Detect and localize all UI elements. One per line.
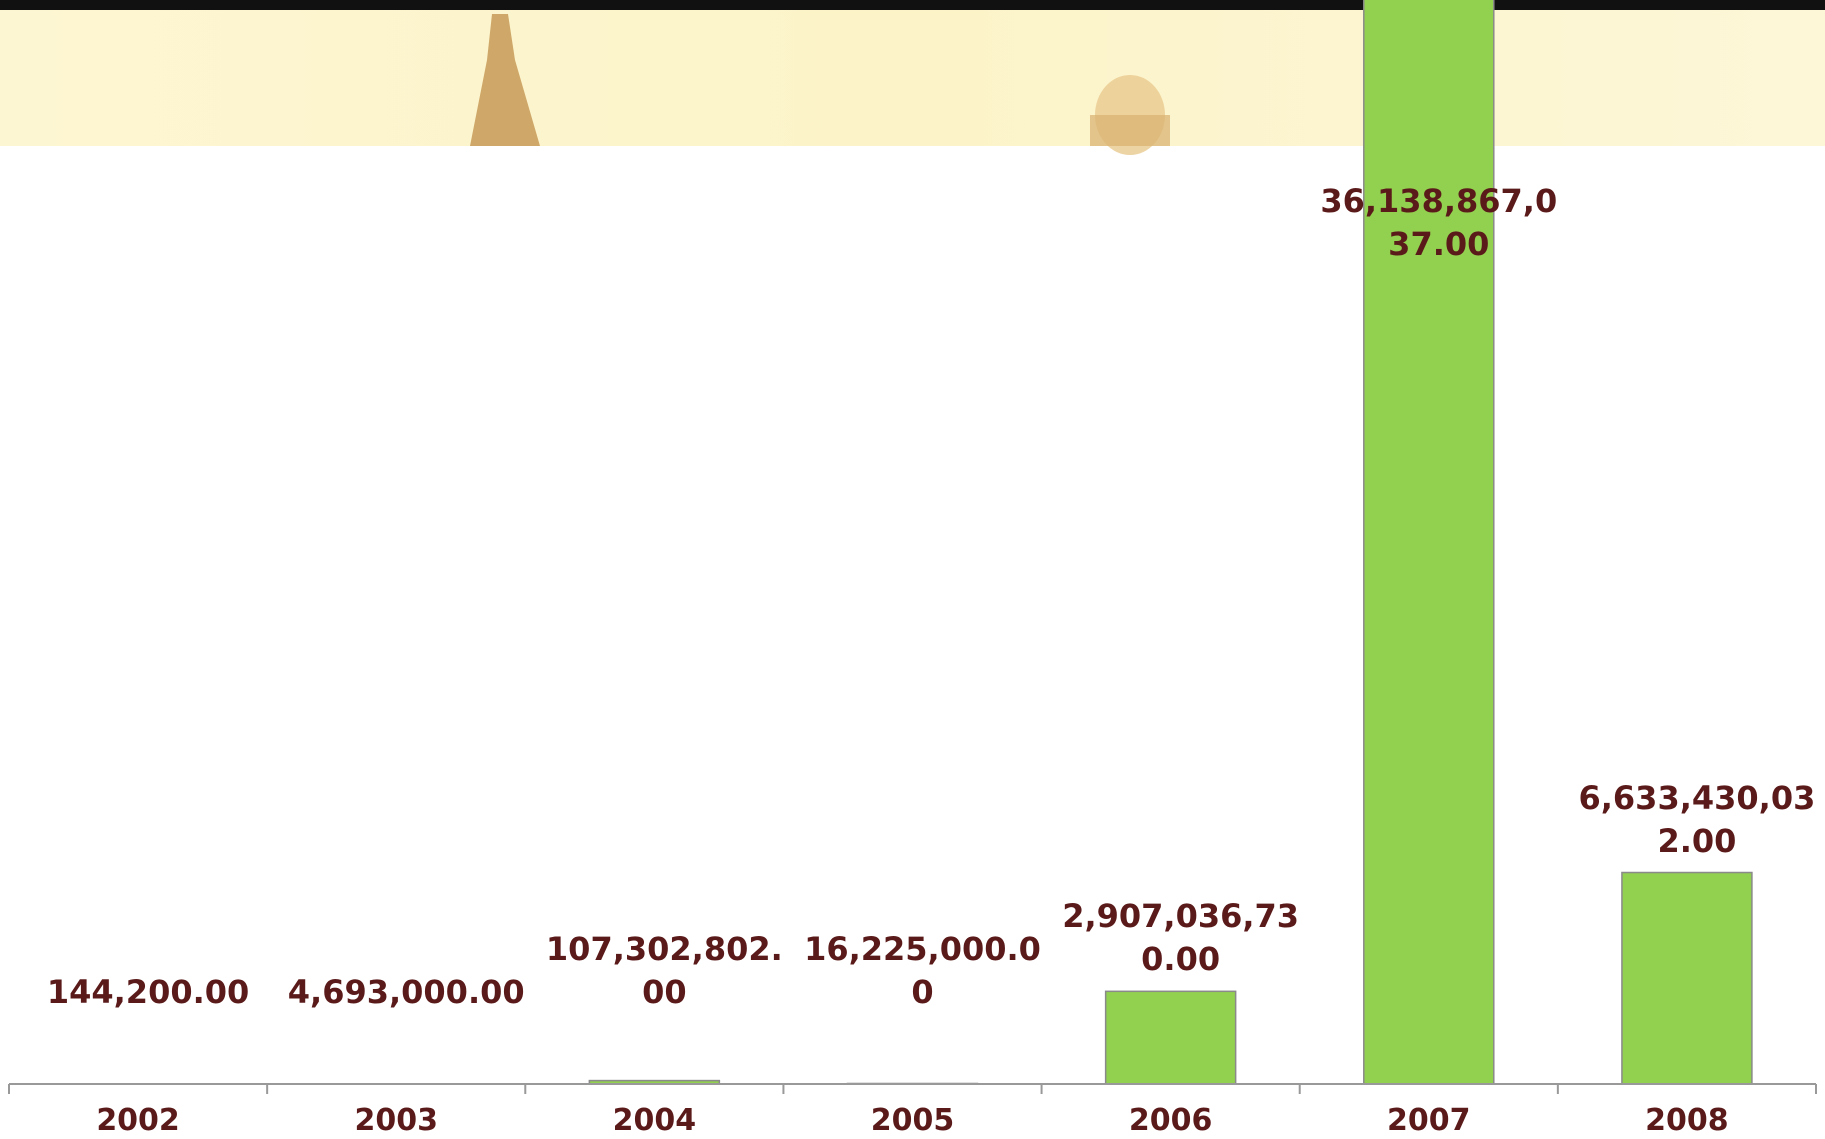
x-tick-label: 2004 xyxy=(613,1103,697,1138)
banner xyxy=(0,0,1825,155)
x-tick-label: 2007 xyxy=(1387,1103,1471,1138)
bar xyxy=(1621,871,1753,1085)
x-tick-label: 2002 xyxy=(96,1103,180,1138)
x-tick-label: 2006 xyxy=(1129,1103,1213,1138)
value-label: 107,302,802.00 xyxy=(545,930,783,1011)
value-label: 16,225,000.00 xyxy=(804,930,1041,1011)
value-label: 144,200.00 xyxy=(46,973,250,1011)
value-label: 2,907,036,730.00 xyxy=(1062,897,1300,979)
bar xyxy=(1104,990,1237,1085)
x-tick-label: 2008 xyxy=(1645,1103,1729,1138)
value-label: 36,138,867,037.00 xyxy=(1320,182,1558,263)
x-tick-label: 2005 xyxy=(871,1103,955,1138)
x-tick-label: 2003 xyxy=(354,1103,438,1138)
bar xyxy=(1363,0,1495,1085)
value-label: 6,633,430,032.00 xyxy=(1578,778,1816,860)
value-label: 4,693,000.00 xyxy=(287,973,525,1011)
